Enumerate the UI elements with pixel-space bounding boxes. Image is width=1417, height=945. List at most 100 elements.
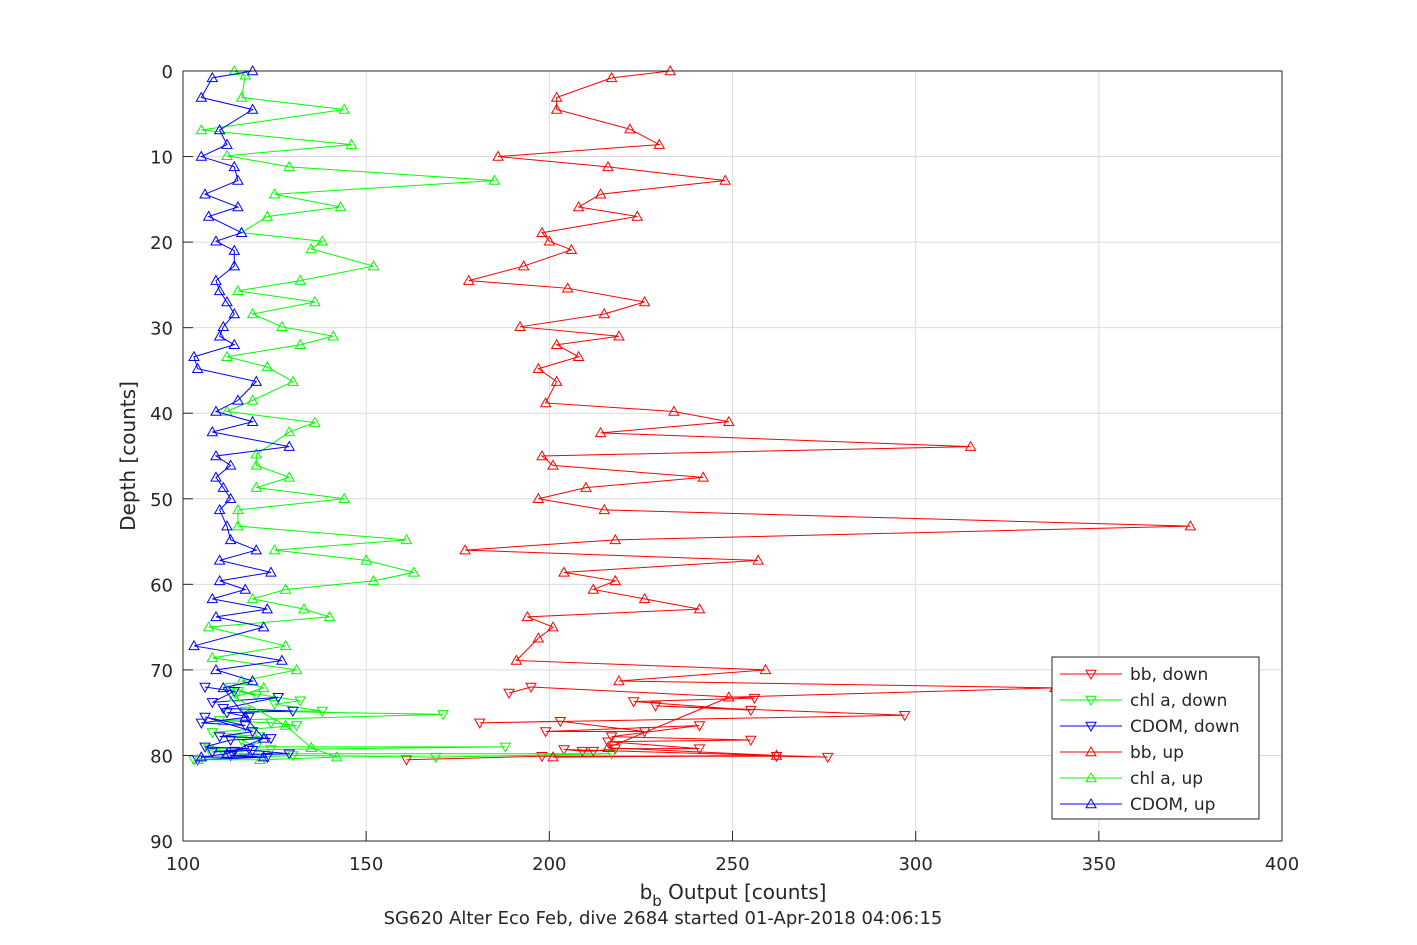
data-point-bb-up [722, 691, 735, 702]
data-point-chl-a-down [429, 752, 442, 764]
data-point-bb-down [898, 710, 911, 722]
data-point-chl-a-up [290, 663, 303, 675]
data-point-cdom-down [265, 734, 277, 745]
data-point-bb-up [580, 481, 592, 492]
data-point-bb-up [594, 188, 607, 199]
y-tick-label: 90 [150, 832, 173, 853]
data-point-chl-a-down [437, 710, 449, 721]
data-point-bb-up [605, 71, 618, 83]
legend-item-bb-down: bb, down [1060, 665, 1208, 685]
data-point-chl-a-up [345, 138, 358, 149]
data-point-cdom-up [206, 592, 219, 604]
data-point-cdom-up [228, 338, 241, 350]
y-tick-label: 60 [150, 575, 173, 596]
data-point-bb-up [587, 583, 600, 594]
data-point-chl-a-up [279, 639, 292, 651]
series-line-cdom-up [193, 70, 290, 758]
data-point-chl-a-up [323, 610, 336, 622]
y-tick-label: 80 [150, 746, 173, 767]
data-point-bb-down [770, 752, 783, 763]
data-point-bb-up [532, 492, 545, 504]
data-point-chl-a-up [334, 201, 347, 212]
data-point-cdom-up [257, 621, 270, 632]
data-point-cdom-up [228, 307, 241, 319]
data-point-bb-up [462, 274, 475, 285]
data-point-bb-up [561, 282, 574, 293]
legend-marker [1085, 797, 1097, 809]
data-point-cdom-up [188, 350, 200, 362]
legend: bb, down chl a, down CDOM, down bb, up chl a… [1051, 656, 1260, 820]
data-point-bb-up [638, 592, 651, 604]
data-point-bb-up [517, 260, 530, 271]
data-point-chl-a-up [360, 554, 373, 565]
data-point-chl-a-up [232, 284, 244, 296]
data-point-cdom-up [195, 91, 208, 102]
data-point-cdom-up [210, 405, 222, 416]
data-point-cdom-up [235, 226, 248, 237]
data-point-cdom-up [250, 375, 263, 386]
data-point-bb-up [550, 375, 563, 386]
data-point-cdom-up [246, 103, 259, 114]
data-point-bb-up [550, 91, 563, 102]
data-point-bb-up [598, 503, 611, 515]
data-point-chl-a-up [221, 405, 233, 416]
data-point-chl-a-down [265, 718, 277, 729]
legend-label: bb, up [1130, 743, 1184, 763]
data-point-bb-up [770, 749, 783, 760]
data-point-chl-a-up [195, 124, 208, 135]
data-point-bb-up [613, 330, 625, 341]
data-point-bb-down [539, 727, 552, 738]
grid-lines [183, 71, 1282, 841]
data-point-cdom-up [232, 174, 244, 185]
data-point-bb-up [550, 103, 563, 114]
legend-label: chl a, up [1130, 769, 1203, 789]
data-point-chl-a-down [235, 735, 248, 747]
data-point-chl-a-down [290, 721, 303, 732]
data-point-cdom-up [221, 138, 233, 149]
data-point-cdom-down [224, 735, 237, 747]
data-point-bb-down [536, 752, 548, 763]
data-point-chl-a-up [221, 149, 233, 160]
data-point-bb-down [400, 755, 413, 766]
data-point-bb-down [748, 693, 761, 705]
data-point-cdom-up [195, 751, 208, 762]
data-point-bb-up [565, 243, 578, 255]
data-point-chl-a-up [283, 471, 296, 482]
data-point-bb-down [693, 721, 706, 732]
data-point-chl-a-up [202, 621, 215, 632]
data-point-chl-a-up [305, 741, 318, 752]
legend-item-chl-a-down: chl a, down [1060, 691, 1227, 711]
data-point-chl-a-up [338, 103, 351, 114]
data-point-bb-up [693, 603, 706, 614]
series-cdom-down [191, 682, 299, 766]
data-point-cdom-down [199, 712, 211, 723]
data-point-chl-a-up [257, 681, 270, 693]
data-point-chl-a-down [250, 691, 263, 702]
data-point-chl-a-up [250, 448, 263, 459]
data-point-cdom-up [276, 654, 288, 665]
data-point-cdom-up [265, 566, 277, 577]
data-point-chl-a-up [488, 174, 501, 185]
data-point-cdom-up [213, 554, 226, 565]
data-point-cdom-up [206, 71, 219, 83]
data-point-chl-a-down [250, 742, 263, 753]
data-point-bb-up [539, 396, 552, 408]
data-point-chl-a-up [298, 603, 310, 614]
data-point-cdom-up [202, 210, 215, 221]
series-chl-a-up [191, 64, 501, 764]
data-point-chl-a-up [309, 416, 321, 427]
data-point-bb-up [664, 64, 677, 76]
data-point-chl-a-up [276, 320, 288, 332]
legend-item-cdom-down: CDOM, down [1060, 717, 1240, 737]
data-point-cdom-up [246, 415, 259, 427]
data-point-chl-a-up [246, 592, 259, 604]
data-point-chl-a-up [305, 242, 318, 254]
data-point-bb-up [759, 663, 772, 675]
data-point-chl-a-up [232, 520, 244, 531]
data-point-chl-a-up [261, 361, 274, 372]
data-point-chl-a-up [232, 503, 244, 515]
legend-marker [1085, 721, 1097, 733]
data-point-cdom-up [221, 747, 233, 758]
data-point-cdom-up [246, 64, 259, 76]
data-point-bb-up [624, 123, 636, 134]
